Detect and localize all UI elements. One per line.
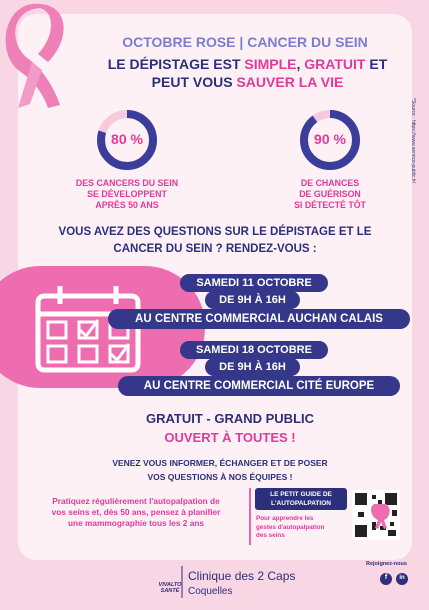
- headline-part: ,: [296, 56, 305, 72]
- guide-title-line: LE PETIT GUIDE DE: [270, 491, 332, 498]
- headline-emphasis: SAUVER LA VIE: [236, 74, 344, 90]
- headline-part: ET: [365, 56, 388, 72]
- guide-text: Pour apprendre les gestes d'autopalpatio…: [256, 515, 351, 541]
- stat-label: 90 %: [314, 131, 346, 147]
- guide-text-line: Pour apprendre les: [256, 515, 314, 522]
- headline-emphasis: SIMPLE: [244, 56, 297, 72]
- source: *Source : https://www.service-public.fr/: [410, 98, 416, 184]
- stat-caption-line: APRÈS 50 ANS: [95, 200, 159, 210]
- invite-line: VENEZ VOUS INFORMER, ÉCHANGER ET DE POSE…: [112, 458, 328, 468]
- guide-title-line: L'AUTOPALPATION: [271, 500, 331, 507]
- question: VOUS AVEZ DES QUESTIONS SUR LE DÉPISTAGE…: [20, 224, 410, 258]
- stat-caption: DES CANCERS DU SEIN SE DÉVELOPPENT APRÈS 5…: [57, 178, 197, 211]
- question-line: CANCER DU SEIN ? RENDEZ-VOUS :: [113, 243, 317, 255]
- event-place: AU CENTRE COMMERCIAL AUCHAN CALAIS: [108, 309, 410, 329]
- stat-caption-line: DE GUÉRISON: [299, 189, 361, 199]
- donut-arc: [300, 110, 360, 170]
- qr-code: [352, 490, 400, 540]
- social-label: Rejoignez-nous: [366, 561, 407, 567]
- event-place: AU CENTRE COMMERCIAL CITÉ EUROPE: [118, 376, 400, 396]
- headline-emphasis: GRATUIT: [304, 56, 366, 72]
- icon-facebook[interactable]: [380, 573, 392, 585]
- stat-caption: DE CHANCES DE GUÉRISON SI DÉTECTÉ TÔT: [260, 178, 400, 211]
- logo-line: VIVALTO: [158, 582, 182, 588]
- offer-line: OUVERT À TOUTES !: [164, 430, 296, 445]
- guide-text-line: gestes d'autopalpation: [256, 523, 325, 531]
- headline-part: LE DÉPISTAGE EST: [107, 56, 245, 72]
- guide-title: LE PETIT GUIDE DE L'AUTOPALPATION: [255, 488, 347, 510]
- ribbon: [5, 3, 64, 108]
- event-time: DE 9H À 16H: [205, 291, 300, 309]
- icon-label: f: [384, 574, 388, 581]
- invite-line: VOS QUESTIONS À NOS ÉQUIPES !: [147, 472, 293, 482]
- title: OCTOBRE ROSE | CANCER DU SEIN: [122, 34, 368, 50]
- stat-caption-line: SE DÉVELOPPENT: [87, 189, 167, 199]
- advice-line: une mammographie tous les 2 ans: [67, 518, 204, 528]
- stat-caption-line: DE CHANCES: [300, 178, 360, 188]
- stat-label: 80 %: [111, 131, 143, 147]
- invite: VENEZ VOUS INFORMER, ÉCHANGER ET DE POSE…: [60, 456, 380, 484]
- advice: Pratiquez régulièrement l'autopalpation …: [25, 496, 247, 529]
- calendar-icon: [35, 286, 141, 373]
- guide-text-line: des seins: [256, 532, 285, 539]
- logo: VIVALTO SANTÉ: [150, 582, 190, 594]
- offer-line: GRATUIT - GRAND PUBLIC: [145, 411, 315, 426]
- event-date: SAMEDI 18 OCTOBRE: [180, 341, 328, 359]
- ribbon-tail: [18, 62, 42, 108]
- headline-part: PEUT VOUS: [151, 74, 237, 90]
- stat-caption-line: DES CANCERS DU SEIN: [75, 178, 179, 188]
- clinic-city: Coquelles: [188, 586, 233, 597]
- headline: LE DÉPISTAGE EST SIMPLE, GRATUIT ET PEUT …: [60, 55, 429, 91]
- event-time: DE 9H À 16H: [205, 358, 300, 376]
- stat-caption-line: SI DÉTECTÉ TÔT: [294, 200, 366, 210]
- advice-line: Pratiquez régulièrement l'autopalpation …: [52, 496, 220, 506]
- icon-label: in: [399, 575, 405, 581]
- donut-arc: [97, 110, 157, 170]
- icon-linkedin[interactable]: [396, 573, 408, 585]
- event-date: SAMEDI 11 OCTOBRE: [180, 274, 328, 292]
- advice-line: vos seins et, dès 50 ans, pensez à plani…: [51, 507, 221, 517]
- question-line: VOUS AVEZ DES QUESTIONS SUR LE DÉPISTAGE…: [58, 226, 372, 238]
- clinic-name: Clinique des 2 Caps: [188, 569, 296, 583]
- logo-line: SANTÉ: [160, 588, 180, 594]
